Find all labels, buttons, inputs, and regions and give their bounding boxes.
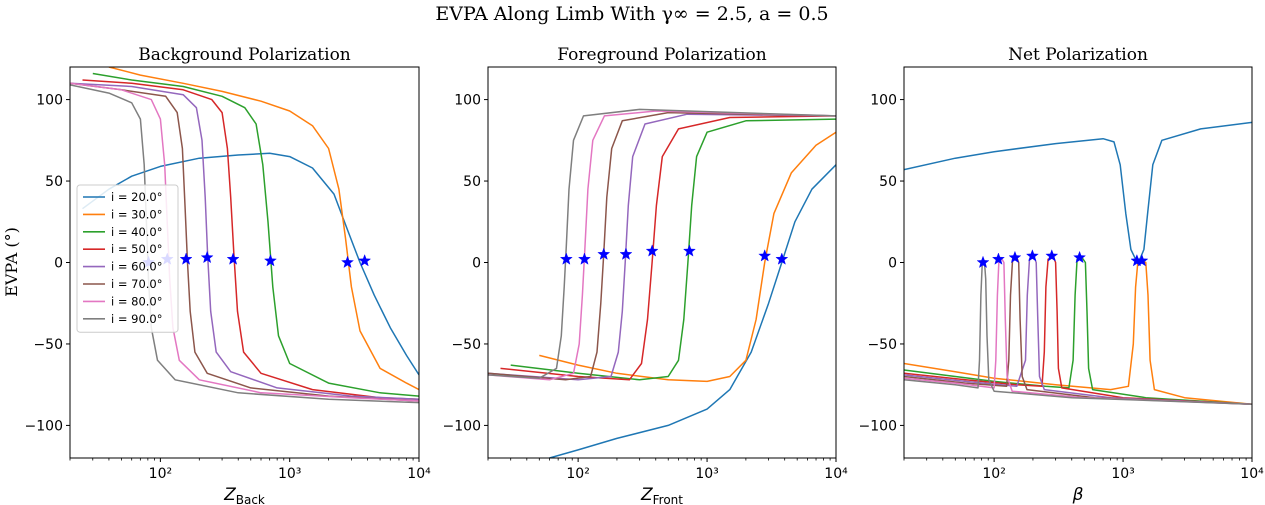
panel-1: Background Polarization 100 50 0 −50 −100 10² 1… xyxy=(25,45,432,505)
star-marker-5 xyxy=(226,252,240,265)
y-tick-label: −50 xyxy=(451,337,481,353)
y-tick-label: −100 xyxy=(859,418,897,434)
legend-label: i = 50.0° xyxy=(111,242,163,256)
star-marker-6 xyxy=(264,254,277,267)
star-marker-1 xyxy=(559,252,573,265)
y-tick-label: −50 xyxy=(867,337,897,353)
y-tick-label: 0 xyxy=(888,256,897,272)
star-marker-8 xyxy=(358,254,372,267)
series-line-3 xyxy=(92,72,419,397)
star-marker-5 xyxy=(1045,249,1059,262)
panel-title: Net Polarization xyxy=(1008,45,1148,65)
panel-data xyxy=(904,121,1252,405)
series-line-6 xyxy=(488,111,836,381)
y-tick-label: 100 xyxy=(454,93,481,109)
series-line-7 xyxy=(488,110,836,381)
star-marker-7 xyxy=(341,255,354,268)
legend-box xyxy=(76,184,179,333)
y-tick-label: 50 xyxy=(879,174,897,190)
x-axis-label: β xyxy=(1072,485,1084,505)
star-marker-3 xyxy=(1008,250,1022,264)
x-axis-label: ZFront xyxy=(640,485,683,505)
x-tick-label: 10⁴ xyxy=(824,466,848,482)
y-tick-label: −50 xyxy=(33,337,63,353)
y-axis-label: EVPA (°) xyxy=(2,227,21,297)
y-tick-label: 0 xyxy=(472,256,481,272)
y-tick-label: 50 xyxy=(463,174,481,190)
star-marker-4 xyxy=(1025,249,1039,262)
y-tick-label: −100 xyxy=(25,418,63,434)
series-line-4 xyxy=(82,79,419,401)
star-marker-2 xyxy=(578,252,591,265)
star-marker-8 xyxy=(1135,254,1149,267)
legend-label: i = 20.0° xyxy=(111,190,163,204)
y-tick-label: 50 xyxy=(45,174,63,190)
star-marker-5 xyxy=(645,244,659,257)
figure-title: EVPA Along Limb With γ∞ = 2.5, a = 0.5 xyxy=(435,3,828,25)
series-line-1 xyxy=(549,164,836,458)
star-marker-3 xyxy=(179,252,193,265)
star-marker-6 xyxy=(1073,250,1087,264)
x-tick-label: 10² xyxy=(566,466,589,482)
series-line-6 xyxy=(904,256,1252,405)
series-line-1 xyxy=(82,152,419,376)
series-line-2 xyxy=(108,67,419,391)
star-marker-1 xyxy=(976,255,990,268)
x-tick-label: 10² xyxy=(149,466,172,482)
legend-label: i = 70.0° xyxy=(111,277,163,291)
x-tick-label: 10³ xyxy=(278,466,301,482)
star-marker-3 xyxy=(597,247,611,260)
panel-data xyxy=(70,67,419,404)
panel-2: Foreground Polarization 100 50 0 −50 −100 10² 1… xyxy=(443,45,849,505)
panel-title: Foreground Polarization xyxy=(557,45,766,65)
legend-label: i = 40.0° xyxy=(111,225,163,239)
star-marker-2 xyxy=(991,252,1005,265)
series-line-2 xyxy=(904,260,1252,405)
panel-data xyxy=(488,108,836,458)
series-line-1 xyxy=(904,121,1252,260)
x-tick-label: 10² xyxy=(982,466,1005,482)
legend: i = 20.0° i = 30.0° i = 40.0° i = 50.0° i = … xyxy=(76,184,179,333)
y-tick-label: 0 xyxy=(54,256,63,272)
star-marker-8 xyxy=(775,252,789,265)
star-marker-4 xyxy=(200,250,214,264)
x-axis-label: ZBack xyxy=(223,485,265,505)
y-tick-label: −100 xyxy=(443,418,481,434)
x-tick-label: 10⁴ xyxy=(407,466,431,482)
y-tick-label: 100 xyxy=(36,93,63,109)
legend-label: i = 30.0° xyxy=(111,207,163,221)
legend-label: i = 80.0° xyxy=(111,294,163,308)
x-tick-label: 10⁴ xyxy=(1240,466,1264,482)
y-tick-label: 100 xyxy=(870,93,897,109)
series-line-8 xyxy=(488,108,836,379)
legend-label: i = 60.0° xyxy=(111,260,163,274)
series-line-5 xyxy=(488,113,836,381)
star-marker-6 xyxy=(682,244,696,257)
series-line-4 xyxy=(500,115,836,381)
panel-3: Net Polarization 100 50 0 −50 −100 10² 10³ 10⁴ β xyxy=(859,45,1265,505)
series-line-3 xyxy=(510,118,836,381)
panel-title: Background Polarization xyxy=(138,45,351,65)
x-tick-label: 10³ xyxy=(695,466,718,482)
series-line-2 xyxy=(539,131,836,383)
legend-label: i = 90.0° xyxy=(111,312,163,326)
star-marker-7 xyxy=(758,249,772,262)
x-tick-label: 10³ xyxy=(1111,466,1134,482)
star-marker-4 xyxy=(619,247,633,260)
